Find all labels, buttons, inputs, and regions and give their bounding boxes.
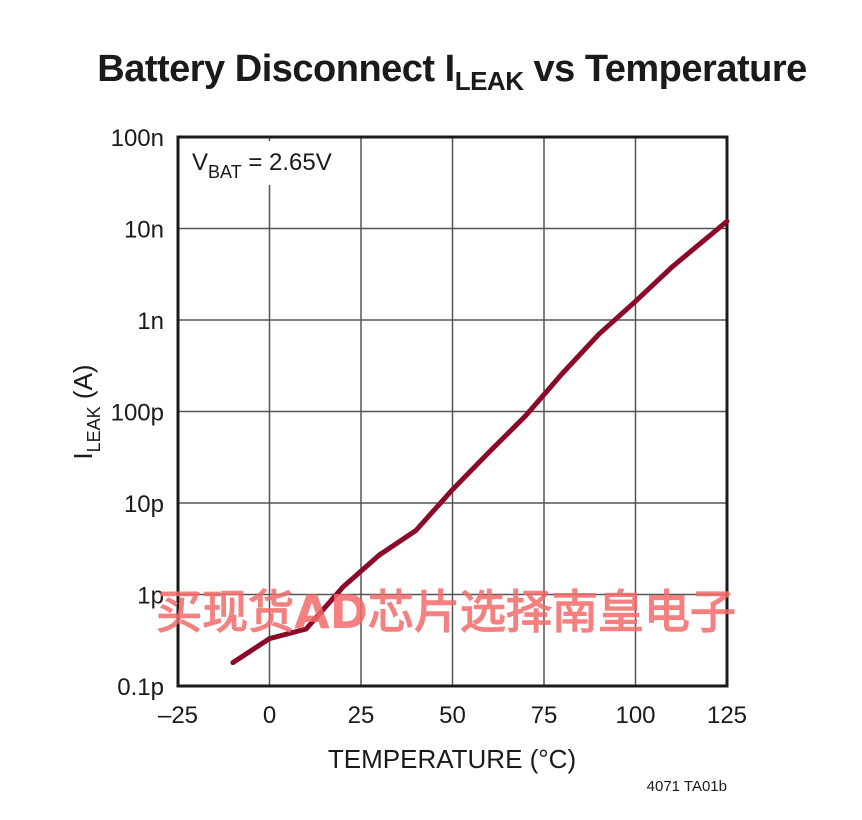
x-tick-label: 75 <box>531 702 558 729</box>
vbat-annotation: VBAT = 2.65V <box>192 149 332 182</box>
x-axis-label: TEMPERATURE (°C) <box>328 744 576 774</box>
x-tick-label: 50 <box>439 702 466 729</box>
y-tick-label: 0.1p <box>117 674 164 701</box>
annotation-background <box>182 141 358 185</box>
x-tick-label: 0 <box>263 702 276 729</box>
y-tick-label: 1p <box>137 583 164 610</box>
figure-code: 4071 TA01b <box>647 778 727 795</box>
grid <box>178 137 727 686</box>
x-tick-label: 100 <box>615 702 655 729</box>
ileak-series-line <box>230 218 730 666</box>
watermark-text: 买现货AD芯片选择南皇电子 <box>156 585 736 639</box>
series-group <box>230 218 730 666</box>
y-tick-label: 1n <box>137 308 164 335</box>
title-main: Battery Disconnect I <box>97 48 455 90</box>
title-subscript: LEAK <box>454 66 524 96</box>
x-tick-label: 125 <box>707 702 747 729</box>
y-axis-label: ILEAK (A) <box>68 364 104 459</box>
title-tail: vs Temperature <box>523 48 808 90</box>
chart-title: Battery Disconnect ILEAK vs Temperature <box>0 48 862 97</box>
x-tick-label: –25 <box>158 702 198 729</box>
plot-frame <box>176 135 729 688</box>
y-tick-label: 10n <box>124 217 164 244</box>
y-tick-label: 100n <box>111 125 164 152</box>
y-axis-ticks: 0.1p 1p 10p 100p 1n 10n 100n <box>111 125 164 701</box>
y-tick-label: 10p <box>124 491 164 518</box>
x-axis-ticks: –25 0 25 50 75 100 125 <box>158 702 747 729</box>
x-tick-label: 25 <box>348 702 375 729</box>
y-tick-label: 100p <box>111 400 164 427</box>
